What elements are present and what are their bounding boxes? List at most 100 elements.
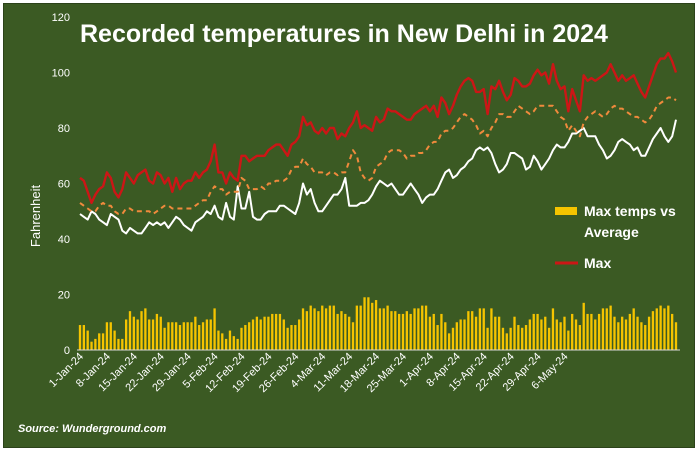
- bar-max-vs-average: [259, 319, 262, 350]
- bar-max-vs-average: [113, 330, 116, 350]
- bar-max-vs-average: [447, 333, 451, 350]
- bar-max-vs-average: [609, 305, 612, 350]
- bar-max-vs-average: [513, 316, 516, 350]
- bar-max-vs-average: [440, 313, 443, 350]
- bar-max-vs-average: [198, 325, 201, 350]
- bar-max-vs-average: [621, 316, 624, 350]
- bar-max-vs-average: [586, 313, 589, 350]
- y-axis-ticks: 0 20 40 60 80 100 120: [52, 12, 70, 357]
- bar-max-vs-average: [82, 325, 85, 350]
- bar-max-vs-average: [128, 311, 132, 350]
- chart-frame: Recorded temperatures in New Delhi in 20…: [3, 3, 695, 448]
- bar-max-vs-average: [78, 325, 82, 350]
- bar-max-vs-average: [390, 311, 393, 350]
- bar-max-vs-average: [532, 313, 535, 350]
- bar-max-vs-average: [144, 308, 147, 350]
- bar-max-vs-average: [336, 313, 339, 350]
- bar-max-vs-average: [605, 308, 608, 350]
- bar-max-vs-average: [359, 305, 362, 350]
- bar-max-vs-average: [459, 319, 462, 350]
- bar-max-vs-average: [521, 327, 524, 350]
- line-max: [79, 51, 678, 205]
- bar-max-vs-average: [597, 313, 601, 350]
- bar-max-vs-average: [224, 338, 228, 350]
- legend-bar-label-line1: Max temps vs: [584, 203, 676, 219]
- bar-max-vs-average: [294, 325, 297, 350]
- bar-max-vs-average: [490, 308, 493, 350]
- bar-max-vs-average: [290, 325, 293, 350]
- bar-max-vs-average: [559, 322, 562, 350]
- bar-max-vs-average: [201, 322, 205, 350]
- bar-max-vs-average: [386, 305, 389, 350]
- bar-max-vs-average: [617, 322, 620, 350]
- bar-max-vs-average: [194, 316, 197, 350]
- bar-series: [78, 297, 678, 350]
- bar-max-vs-average: [428, 316, 432, 350]
- bar-max-vs-average: [263, 316, 266, 350]
- bar-max-vs-average: [644, 325, 647, 350]
- bar-max-vs-average: [186, 322, 189, 350]
- bar-max-vs-average: [236, 338, 239, 350]
- bar-max-vs-average: [221, 333, 224, 350]
- bar-max-vs-average: [417, 308, 420, 350]
- bar-max-vs-average: [624, 319, 628, 350]
- bar-max-vs-average: [455, 322, 458, 350]
- bar-max-vs-average: [132, 316, 135, 350]
- y-tick-label: 40: [58, 234, 70, 246]
- bar-max-vs-average: [671, 313, 674, 350]
- bar-max-vs-average: [174, 322, 178, 350]
- bar-max-vs-average: [651, 311, 655, 350]
- legend-bar-label-line2: Average: [584, 224, 639, 240]
- line-min: [79, 119, 677, 235]
- bar-max-vs-average: [332, 305, 335, 350]
- bar-max-vs-average: [305, 311, 309, 350]
- bar-max-vs-average: [109, 322, 112, 350]
- bar-max-vs-average: [344, 313, 347, 350]
- bar-max-vs-average: [547, 327, 551, 350]
- bar-max-vs-average: [517, 325, 520, 350]
- bar-max-vs-average: [563, 316, 566, 350]
- bar-max-vs-average: [171, 322, 174, 350]
- bar-max-vs-average: [267, 316, 270, 350]
- bar-max-vs-average: [148, 319, 151, 350]
- bar-max-vs-average: [232, 336, 235, 350]
- bar-max-vs-average: [371, 302, 374, 350]
- bar-max-vs-average: [601, 308, 605, 350]
- y-tick-label: 80: [58, 123, 70, 135]
- bar-max-vs-average: [382, 308, 385, 350]
- bar-max-vs-average: [374, 300, 378, 350]
- bar-max-vs-average: [509, 327, 512, 350]
- bar-max-vs-average: [432, 313, 435, 350]
- bar-max-vs-average: [640, 322, 643, 350]
- bar-max-vs-average: [463, 319, 466, 350]
- x-axis-ticks: 1-Jan-248-Jan-2415-Jan-2422-Jan-2429-Jan…: [47, 351, 571, 395]
- bar-max-vs-average: [182, 322, 185, 350]
- bar-max-vs-average: [567, 330, 570, 350]
- bar-max-vs-average: [321, 305, 324, 350]
- bar-max-vs-average: [313, 308, 316, 350]
- bar-max-vs-average: [594, 319, 597, 350]
- bar-max-vs-average: [124, 319, 128, 350]
- bar-max-vs-average: [367, 297, 370, 350]
- bar-max-vs-average: [613, 316, 616, 350]
- bar-max-vs-average: [467, 311, 470, 350]
- bar-max-vs-average: [590, 313, 593, 350]
- bar-max-vs-average: [394, 311, 397, 350]
- bar-max-vs-average: [655, 308, 658, 350]
- bar-max-vs-average: [271, 313, 274, 350]
- bar-max-vs-average: [444, 322, 447, 350]
- bar-max-vs-average: [340, 311, 343, 350]
- bar-max-vs-average: [574, 319, 578, 350]
- bar-max-vs-average: [155, 313, 159, 350]
- bar-max-vs-average: [251, 319, 255, 350]
- bar-max-vs-average: [163, 327, 166, 350]
- bar-max-vs-average: [540, 319, 543, 350]
- bar-max-vs-average: [309, 305, 312, 350]
- bar-max-vs-average: [536, 313, 539, 350]
- bar-max-vs-average: [209, 319, 212, 350]
- chart-title: Recorded temperatures in New Delhi in 20…: [80, 20, 608, 48]
- bar-max-vs-average: [105, 322, 109, 350]
- bar-max-vs-average: [424, 305, 428, 350]
- bar-max-vs-average: [274, 313, 278, 350]
- bar-max-vs-average: [324, 308, 328, 350]
